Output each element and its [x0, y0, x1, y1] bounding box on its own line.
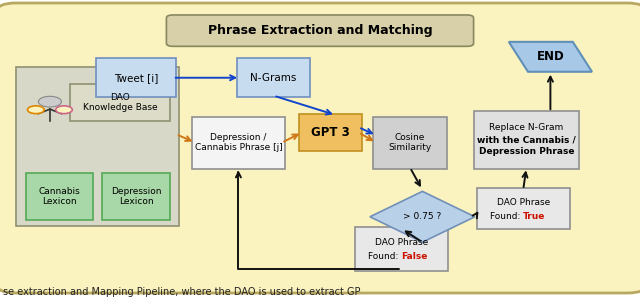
Text: False: False: [402, 252, 428, 262]
FancyBboxPatch shape: [166, 15, 474, 46]
Text: DAO Phrase: DAO Phrase: [375, 237, 428, 247]
FancyBboxPatch shape: [26, 173, 93, 220]
FancyBboxPatch shape: [96, 58, 176, 97]
Text: Tweet [i]: Tweet [i]: [114, 73, 158, 83]
FancyBboxPatch shape: [373, 117, 447, 169]
Text: Cannabis
Lexicon: Cannabis Lexicon: [38, 187, 80, 206]
Text: Depression /
Cannabis Phrase [j]: Depression / Cannabis Phrase [j]: [195, 133, 282, 152]
Text: N-Grams: N-Grams: [250, 73, 297, 83]
Circle shape: [56, 106, 72, 114]
FancyBboxPatch shape: [16, 67, 179, 226]
Polygon shape: [370, 191, 475, 242]
Text: Found:: Found:: [490, 211, 524, 221]
Text: DAO Phrase: DAO Phrase: [497, 198, 550, 207]
Text: > 0.75 ?: > 0.75 ?: [403, 212, 442, 221]
FancyBboxPatch shape: [474, 111, 579, 169]
Text: True: True: [524, 211, 545, 221]
Text: GPT 3: GPT 3: [311, 126, 349, 139]
FancyBboxPatch shape: [477, 188, 570, 229]
FancyBboxPatch shape: [237, 58, 310, 97]
Text: Depression Phrase: Depression Phrase: [479, 147, 574, 156]
FancyBboxPatch shape: [0, 3, 640, 293]
Text: se extraction and Mapping Pipeline, where the DAO is used to extract GP: se extraction and Mapping Pipeline, wher…: [3, 286, 361, 297]
Text: Cosine
Similarity: Cosine Similarity: [388, 133, 431, 152]
Text: Found:: Found:: [369, 252, 402, 262]
Text: Depression
Lexicon: Depression Lexicon: [111, 187, 161, 206]
FancyBboxPatch shape: [70, 84, 170, 121]
FancyBboxPatch shape: [192, 117, 285, 169]
Text: DAO
Knowledge Base: DAO Knowledge Base: [83, 93, 157, 112]
FancyBboxPatch shape: [355, 227, 448, 271]
Circle shape: [28, 106, 44, 114]
FancyBboxPatch shape: [299, 114, 362, 151]
Text: Phrase Extraction and Matching: Phrase Extraction and Matching: [208, 24, 432, 37]
Text: with the Cannabis /: with the Cannabis /: [477, 135, 576, 144]
FancyBboxPatch shape: [102, 173, 170, 220]
Polygon shape: [509, 42, 592, 72]
Text: END: END: [536, 50, 564, 63]
Circle shape: [38, 96, 61, 107]
Text: Replace N-Gram: Replace N-Gram: [489, 123, 564, 132]
